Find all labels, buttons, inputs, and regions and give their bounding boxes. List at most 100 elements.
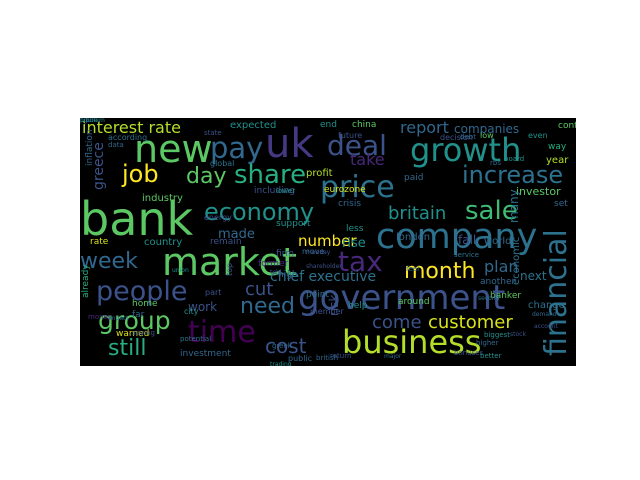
cloud-word: far xyxy=(132,310,145,320)
cloud-word: future xyxy=(338,131,363,140)
cloud-word: firm xyxy=(276,249,294,259)
cloud-word: day xyxy=(186,164,227,189)
cloud-word: support xyxy=(276,219,311,229)
cloud-word: pay xyxy=(210,131,264,165)
cloud-word: change xyxy=(528,300,565,311)
cloud-word: second xyxy=(478,295,500,302)
cloud-word: profit xyxy=(306,168,333,179)
cloud-word: come xyxy=(372,312,422,333)
cloud-word: around xyxy=(398,297,430,307)
cloud-word: work xyxy=(188,300,218,314)
cloud-word: monday xyxy=(306,249,331,256)
cloud-word: number xyxy=(298,232,357,250)
cloud-word: account xyxy=(534,323,558,330)
cloud-word: increase xyxy=(462,161,564,189)
cloud-word: uk xyxy=(265,121,314,167)
cloud-word: better xyxy=(480,352,502,360)
cloud-word: decision xyxy=(440,133,473,142)
cloud-word: cost xyxy=(265,334,307,358)
cloud-word: group xyxy=(98,306,171,335)
cloud-word: industry xyxy=(142,193,183,204)
cloud-word: set xyxy=(554,199,568,209)
cloud-word: crisis xyxy=(338,199,362,209)
cloud-word: former xyxy=(258,259,289,269)
cloud-word: already xyxy=(81,264,91,298)
cloud-word: investment xyxy=(180,349,231,359)
cloud-word: take xyxy=(350,150,385,169)
cloud-word: demand xyxy=(532,311,557,318)
cloud-word: help xyxy=(348,301,368,311)
cloud-word: potential xyxy=(180,335,212,343)
cloud-word: banker xyxy=(490,291,522,301)
cloud-word: bill xyxy=(80,118,89,124)
cloud-word: bank xyxy=(80,192,194,246)
cloud-word: sale xyxy=(465,196,518,226)
cloud-word: government xyxy=(298,278,506,318)
cloud-word: debt xyxy=(460,133,476,141)
cloud-word: deal xyxy=(327,129,387,162)
cloud-word: cut xyxy=(245,279,274,300)
cloud-word: lower xyxy=(276,187,296,195)
cloud-word: company xyxy=(376,217,538,257)
cloud-word: report xyxy=(400,118,449,137)
cloud-word: public xyxy=(288,354,313,363)
cloud-word: figure xyxy=(80,118,98,124)
cloud-word: british xyxy=(316,354,339,362)
cloud-word: way xyxy=(548,142,567,152)
cloud-word: still xyxy=(108,336,147,361)
cloud-word: people xyxy=(96,276,188,307)
cloud-word: china xyxy=(352,120,377,130)
cloud-word: board xyxy=(504,155,525,163)
cloud-word: city xyxy=(184,307,199,316)
cloud-word: even xyxy=(528,131,548,140)
cloud-word: money xyxy=(88,313,112,321)
cloud-word: market xyxy=(162,240,297,284)
cloud-word: business xyxy=(342,323,482,361)
cloud-word: london xyxy=(396,232,431,243)
cloud-word: new xyxy=(134,127,213,171)
cloud-word: biggest xyxy=(484,331,510,339)
cloud-word: data xyxy=(108,141,124,149)
cloud-word: time xyxy=(188,315,256,350)
cloud-word: point xyxy=(306,290,329,300)
cloud-word: low xyxy=(480,131,494,140)
cloud-word: service xyxy=(454,251,480,259)
word-cloud: bank government market company business growt… xyxy=(80,118,576,366)
cloud-word: month xyxy=(404,259,476,284)
cloud-word: member xyxy=(310,307,344,316)
cloud-word: higher xyxy=(476,339,499,347)
cloud-word: move xyxy=(302,247,325,256)
cloud-word: state xyxy=(204,129,222,137)
cloud-word: country xyxy=(144,237,183,248)
cloud-word: top xyxy=(225,262,234,276)
cloud-word: financial xyxy=(539,229,574,356)
cloud-word: continue xyxy=(558,121,576,131)
cloud-word: remain xyxy=(210,237,242,247)
cloud-word: according xyxy=(108,133,148,142)
cloud-word: high xyxy=(278,270,298,280)
cloud-word: job xyxy=(122,160,159,188)
cloud-word: home xyxy=(132,299,158,309)
cloud-word: interest rate xyxy=(82,118,181,137)
cloud-word: inflation xyxy=(85,129,95,166)
cloud-word: including xyxy=(254,186,295,196)
cloud-word: tax xyxy=(338,245,383,278)
cloud-word: fall xyxy=(458,233,477,247)
cloud-word: less xyxy=(346,224,364,234)
cloud-word: trading xyxy=(270,361,292,367)
cloud-word: another xyxy=(480,277,516,287)
cloud-word: shareholder xyxy=(306,263,342,270)
cloud-word: global xyxy=(210,159,235,168)
cloud-word: made xyxy=(218,227,255,242)
cloud-word: companies xyxy=(454,122,520,136)
cloud-word: chief executive xyxy=(270,269,377,285)
cloud-word: price xyxy=(320,170,395,205)
cloud-word: week xyxy=(80,249,138,274)
cloud-word: told xyxy=(270,269,282,276)
cloud-word: need xyxy=(240,294,295,319)
cloud-word: customer xyxy=(428,312,513,333)
cloud-word: rbs xyxy=(490,159,501,167)
cloud-word: next xyxy=(520,269,547,283)
cloud-word: warned xyxy=(116,329,150,339)
cloud-word: many xyxy=(507,189,521,223)
